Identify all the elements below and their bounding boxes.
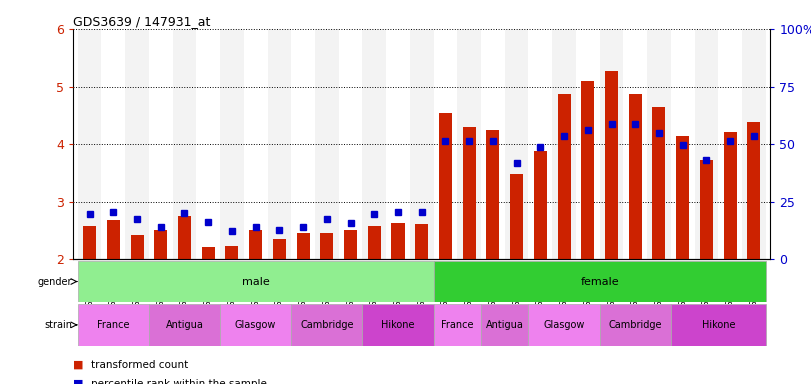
Text: France: France [97,320,130,330]
Bar [202,247,215,259]
Text: male: male [242,276,269,286]
Text: Hikone: Hikone [381,320,414,330]
Bar [196,30,220,259]
Bar [344,230,357,259]
Bar [272,239,286,259]
Bar [434,30,457,259]
Text: GDS3639 / 147931_at: GDS3639 / 147931_at [73,15,210,28]
Text: Glasgow: Glasgow [543,320,585,330]
Bar [462,127,476,259]
Bar [605,71,618,259]
Bar [534,151,547,259]
Text: Cambridge: Cambridge [608,320,662,330]
Text: Antigua: Antigua [165,320,204,330]
Text: Antigua: Antigua [486,320,524,330]
Bar [125,30,149,259]
Bar [723,132,736,259]
Bar [101,30,125,259]
Bar [363,304,434,346]
Bar [647,30,671,259]
Bar [434,261,766,302]
Text: strain: strain [44,320,72,330]
Bar [557,94,571,259]
Bar [249,230,262,259]
Bar [694,30,719,259]
Text: percentile rank within the sample: percentile rank within the sample [91,379,267,384]
Bar [629,94,642,259]
Bar [676,136,689,259]
Bar [439,113,452,259]
Bar [131,235,144,259]
Bar [457,30,481,259]
Bar [83,226,97,259]
Bar [386,30,410,259]
Bar [297,233,310,259]
Bar [700,160,713,259]
Bar [291,304,363,346]
Bar [487,130,500,259]
Bar [599,304,671,346]
Bar [481,304,529,346]
Bar [339,30,363,259]
Bar [529,30,552,259]
Text: ■: ■ [73,379,84,384]
Bar [220,30,244,259]
Bar [581,81,594,259]
Text: Glasgow: Glasgow [235,320,277,330]
Bar [529,304,599,346]
Bar [671,30,694,259]
Bar [481,30,504,259]
Bar [149,304,220,346]
Bar [552,30,576,259]
Bar [173,30,196,259]
Bar [671,304,766,346]
Bar [78,304,149,346]
Bar [107,220,120,259]
Bar [244,30,268,259]
Bar [652,107,666,259]
Bar [220,304,291,346]
Text: gender: gender [37,276,72,286]
Bar [415,225,428,259]
Bar [225,246,238,259]
Bar [504,30,529,259]
Bar [742,30,766,259]
Text: Cambridge: Cambridge [300,320,354,330]
Bar [719,30,742,259]
Bar [78,261,434,302]
Bar [178,216,191,259]
Bar [315,30,339,259]
Text: ■: ■ [73,360,84,370]
Bar [291,30,315,259]
Bar [367,226,381,259]
Bar [599,30,624,259]
Bar [434,304,481,346]
Bar [320,233,333,259]
Text: France: France [441,320,474,330]
Bar [154,230,167,259]
Text: Hikone: Hikone [702,320,735,330]
Bar [268,30,291,259]
Bar [149,30,173,259]
Bar [363,30,386,259]
Bar [78,30,101,259]
Bar [392,223,405,259]
Bar [747,122,761,259]
Text: female: female [581,276,619,286]
Bar [576,30,599,259]
Text: transformed count: transformed count [91,360,188,370]
Bar [624,30,647,259]
Bar [410,30,434,259]
Bar [510,174,523,259]
